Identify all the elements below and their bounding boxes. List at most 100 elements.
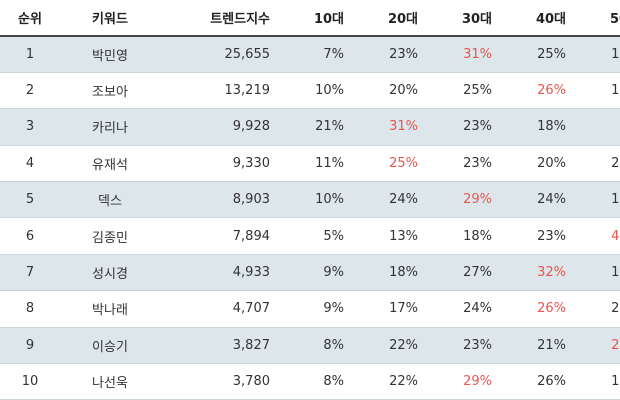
cell-keyword: 나선욱: [60, 363, 160, 400]
cell-10s: 21%: [274, 108, 348, 146]
cell-rank: 3: [0, 108, 60, 146]
cell-trend-index: 25,655: [160, 36, 274, 73]
cell-trend-index: 8,903: [160, 181, 274, 219]
cell-30s: 18%: [422, 217, 496, 255]
header-10s: 10대: [274, 0, 348, 37]
cell-30s: 23%: [422, 327, 496, 365]
cell-20s: 13%: [348, 217, 422, 255]
cell-10s: 10%: [274, 72, 348, 110]
cell-30s: 31%: [422, 36, 496, 73]
header-rank: 순위: [0, 0, 60, 37]
cell-10s: 8%: [274, 363, 348, 400]
cell-rank: 5: [0, 181, 60, 219]
cell-rank: 4: [0, 145, 60, 183]
cell-20s: 22%: [348, 363, 422, 400]
cell-trend-index: 9,928: [160, 108, 274, 146]
cell-keyword: 성시경: [60, 254, 160, 292]
cell-30s: 23%: [422, 108, 496, 146]
cell-keyword: 카리나: [60, 108, 160, 146]
cell-40s: 26%: [496, 363, 570, 400]
cell-30s: 23%: [422, 145, 496, 183]
cell-30s: 24%: [422, 290, 496, 328]
cell-50s: 21%: [570, 145, 620, 183]
cell-rank: 6: [0, 217, 60, 255]
cell-30s: 29%: [422, 363, 496, 400]
cell-20s: 24%: [348, 181, 422, 219]
cell-50s: 41%: [570, 217, 620, 255]
cell-50s: 15%: [570, 36, 620, 73]
cell-10s: 7%: [274, 36, 348, 73]
cell-40s: 23%: [496, 217, 570, 255]
cell-50s: 7%: [570, 108, 620, 146]
cell-trend-index: 4,707: [160, 290, 274, 328]
cell-40s: 24%: [496, 181, 570, 219]
header-30s: 30대: [422, 0, 496, 37]
cell-50s: 24%: [570, 290, 620, 328]
header-50s: 50대: [570, 0, 620, 37]
cell-10s: 5%: [274, 217, 348, 255]
cell-40s: 21%: [496, 327, 570, 365]
cell-10s: 11%: [274, 145, 348, 183]
cell-rank: 9: [0, 327, 60, 365]
header-keyword: 키워드: [60, 0, 160, 37]
cell-20s: 20%: [348, 72, 422, 110]
cell-trend-index: 7,894: [160, 217, 274, 255]
cell-trend-index: 3,780: [160, 363, 274, 400]
cell-20s: 18%: [348, 254, 422, 292]
cell-rank: 7: [0, 254, 60, 292]
cell-keyword: 유재석: [60, 145, 160, 183]
cell-50s: 26%: [570, 327, 620, 365]
cell-50s: 13%: [570, 181, 620, 219]
cell-10s: 8%: [274, 327, 348, 365]
cell-40s: 26%: [496, 72, 570, 110]
cell-50s: 15%: [570, 363, 620, 400]
cell-trend-index: 3,827: [160, 327, 274, 365]
cell-10s: 9%: [274, 290, 348, 328]
cell-keyword: 박민영: [60, 36, 160, 73]
cell-keyword: 조보아: [60, 72, 160, 110]
cell-rank: 1: [0, 36, 60, 73]
cell-keyword: 박나래: [60, 290, 160, 328]
header-40s: 40대: [496, 0, 570, 37]
cell-rank: 2: [0, 72, 60, 110]
cell-keyword: 덱스: [60, 181, 160, 219]
cell-20s: 22%: [348, 327, 422, 365]
cell-20s: 31%: [348, 108, 422, 146]
cell-30s: 27%: [422, 254, 496, 292]
cell-20s: 17%: [348, 290, 422, 328]
cell-50s: 15%: [570, 254, 620, 292]
cell-40s: 18%: [496, 108, 570, 146]
cell-keyword: 김종민: [60, 217, 160, 255]
header-row: 순위 키워드 트렌드지수 10대 20대 30대 40대 50대: [0, 0, 620, 37]
cell-20s: 23%: [348, 36, 422, 73]
cell-trend-index: 13,219: [160, 72, 274, 110]
cell-trend-index: 4,933: [160, 254, 274, 292]
cell-40s: 32%: [496, 254, 570, 292]
cell-10s: 10%: [274, 181, 348, 219]
cell-30s: 29%: [422, 181, 496, 219]
cell-10s: 9%: [274, 254, 348, 292]
cell-trend-index: 9,330: [160, 145, 274, 183]
cell-20s: 25%: [348, 145, 422, 183]
cell-40s: 20%: [496, 145, 570, 183]
cell-40s: 25%: [496, 36, 570, 73]
cell-keyword: 이승기: [60, 327, 160, 365]
cell-50s: 19%: [570, 72, 620, 110]
header-20s: 20대: [348, 0, 422, 37]
header-trend-index: 트렌드지수: [160, 0, 274, 37]
cell-rank: 10: [0, 363, 60, 400]
cell-30s: 25%: [422, 72, 496, 110]
cell-40s: 26%: [496, 290, 570, 328]
cell-rank: 8: [0, 290, 60, 328]
